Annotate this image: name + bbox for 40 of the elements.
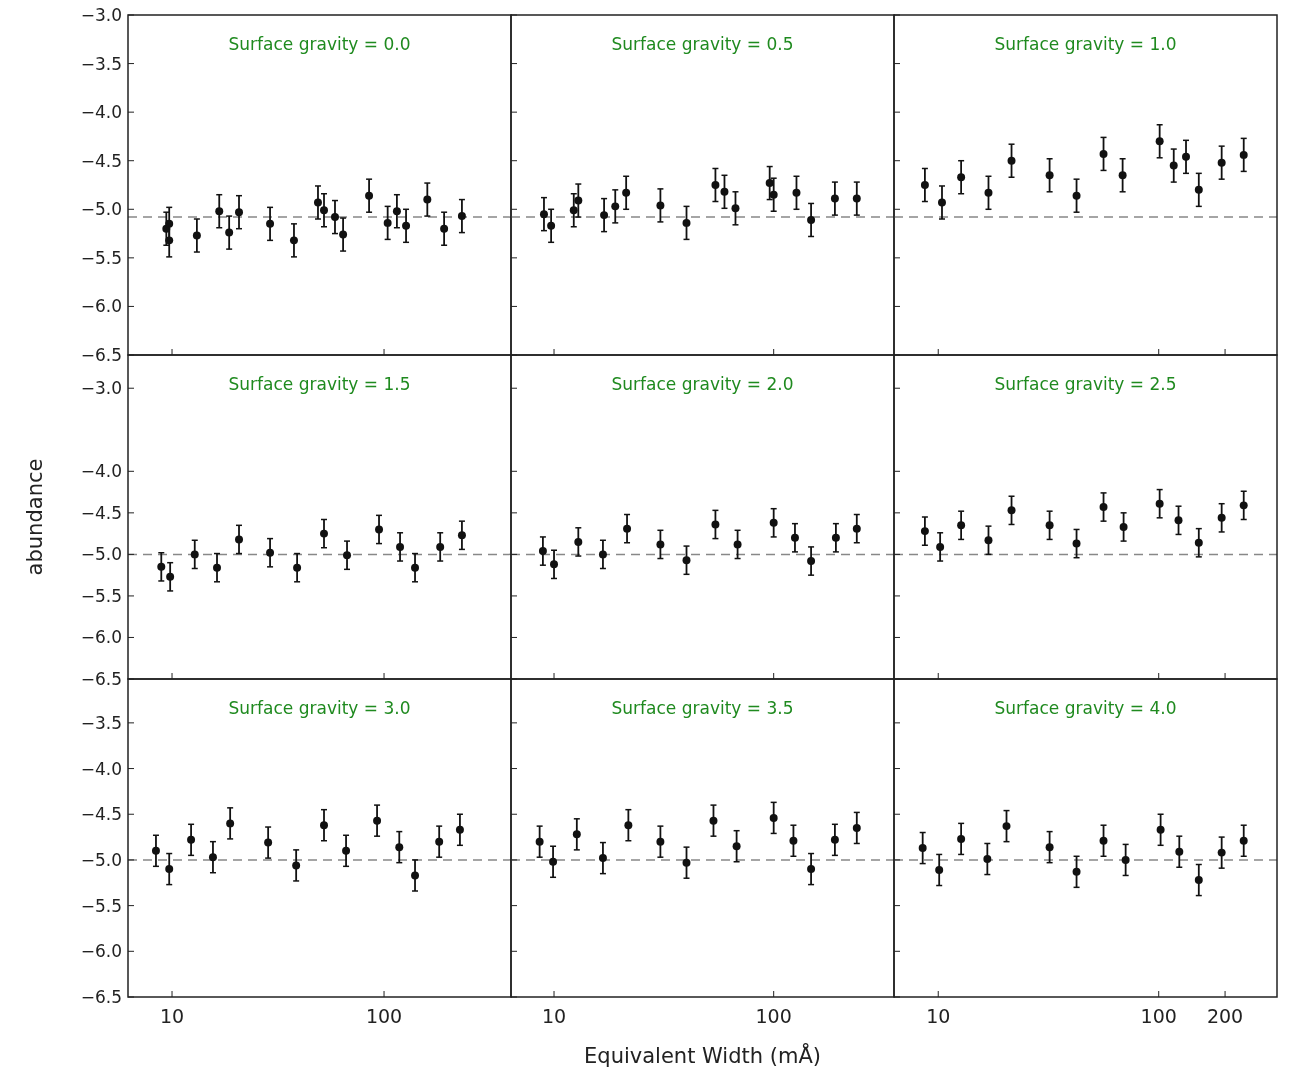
x-tick-label: 200 <box>1206 1005 1244 1027</box>
text: Surface gravity = 1.0 <box>994 34 1177 54</box>
y-tick-label: −4.5 <box>80 502 122 523</box>
y-tick-label: −5.5 <box>80 247 122 268</box>
y-tick-label: −5.0 <box>80 199 122 220</box>
y-tick-label: −5.0 <box>80 544 122 565</box>
y-tick-label: −4.0 <box>80 461 122 482</box>
y-tick-label: −4.0 <box>80 758 122 779</box>
y-tick-label: −5.5 <box>80 895 122 916</box>
y-tick-label: −3.0 <box>80 4 122 25</box>
text: Surface gravity = 0.5 <box>611 34 794 54</box>
y-tick-label: −6.5 <box>80 986 122 1007</box>
x-tick-label: 10 <box>541 1005 567 1027</box>
text: Surface gravity = 2.0 <box>611 374 794 394</box>
text: Surface gravity = 3.5 <box>611 698 794 718</box>
x-tick-label: 100 <box>1140 1005 1177 1027</box>
text: Surface gravity = 3.0 <box>228 698 411 718</box>
y-tick-label: −6.0 <box>80 941 122 962</box>
text: Surface gravity = 2.5 <box>994 374 1177 394</box>
y-axis-title: abundance <box>23 458 47 576</box>
y-tick-label: −5.5 <box>80 585 122 606</box>
y-tick-label: −4.5 <box>80 150 122 171</box>
y-tick-label: −3.0 <box>80 378 122 399</box>
text: Surface gravity = 1.5 <box>228 374 411 394</box>
y-tick-label: −6.0 <box>80 296 122 317</box>
y-tick-label: −4.5 <box>80 804 122 825</box>
x-axis-title: Equivalent Width (mÅ) <box>584 1042 821 1068</box>
x-tick-label: 10 <box>159 1005 185 1027</box>
y-tick-label: −3.5 <box>80 53 122 74</box>
y-tick-label: −6.0 <box>80 627 122 648</box>
y-tick-label: −4.0 <box>80 102 122 123</box>
x-tick-label: 100 <box>755 1005 792 1027</box>
text: Surface gravity = 0.0 <box>228 34 411 54</box>
y-tick-label: −5.0 <box>80 849 122 870</box>
x-tick-label: 10 <box>926 1005 951 1027</box>
text: Surface gravity = 4.0 <box>994 698 1177 718</box>
x-tick-label: 100 <box>365 1005 403 1027</box>
y-tick-label: −6.5 <box>80 344 122 365</box>
y-tick-label: −3.5 <box>80 712 122 733</box>
y-tick-label: −6.5 <box>80 668 122 689</box>
